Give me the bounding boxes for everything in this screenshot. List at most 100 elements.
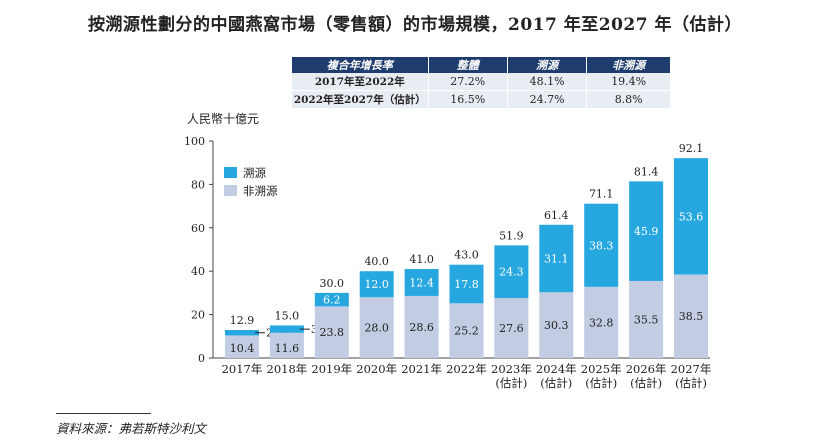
y-tick-label: 100	[184, 135, 205, 148]
bar-value-label-traceable: 31.1	[544, 253, 569, 266]
x-tick-label: 2018年	[267, 362, 308, 376]
x-tick-label-sub: (估計)	[540, 376, 572, 390]
cagr-traceable-value: 48.1%	[507, 73, 588, 91]
bar-total-label: 92.1	[679, 142, 704, 155]
chart-title: 按溯源性劃分的中國燕窩市場（零售額）的市場規模，2017 年至2027 年（估計…	[88, 15, 742, 35]
y-tick-label: 80	[191, 178, 205, 191]
bar-value-label-non-traceable: 27.6	[499, 322, 524, 335]
cagr-overall-value: 16.5%	[428, 90, 508, 109]
cagr-row-label: 2022年至2027年（估計）	[292, 90, 429, 109]
cagr-header-label: 複合年增長率	[292, 57, 429, 73]
cagr-row-label: 2017年至2022年	[292, 73, 429, 91]
y-tick-label: 40	[191, 265, 205, 278]
bar-non-traceable	[539, 292, 574, 358]
x-tick-label-sub: (估計)	[675, 376, 707, 390]
bar-traceable	[359, 271, 394, 298]
bar-total-label: 61.4	[544, 209, 569, 222]
bar-total-label: 43.0	[454, 249, 479, 262]
x-tick-label: 2017年	[222, 362, 263, 376]
x-tick-label: 2019年	[311, 362, 352, 376]
bar-value-label-non-traceable: 10.4	[230, 342, 255, 355]
legend-label-non-traceable: 非溯源	[243, 184, 278, 198]
bar-traceable	[404, 269, 439, 296]
bar-value-label-traceable: 6.2	[323, 294, 341, 307]
bar-traceable	[584, 203, 619, 287]
bar-value-label-traceable: 24.3	[499, 266, 524, 279]
cagr-traceable-value: 24.7%	[507, 90, 588, 109]
bar-traceable	[539, 224, 574, 293]
x-tick-label: 2020年	[356, 362, 397, 376]
x-tick-label-sub: (估計)	[495, 376, 527, 390]
bar-non-traceable	[674, 274, 708, 358]
bar-traceable	[674, 158, 708, 275]
x-tick-label: 2026年	[626, 362, 667, 376]
bar-traceable	[314, 292, 349, 307]
bar-non-traceable	[494, 298, 529, 358]
bar-value-label-non-traceable: 32.8	[589, 316, 614, 329]
x-tick-label-sub: (估計)	[630, 376, 662, 390]
x-tick-label: 2022年	[446, 362, 487, 376]
bar-value-label-traceable: 38.3	[589, 239, 614, 252]
bar-non-traceable	[629, 280, 664, 358]
cagr-header-non-traceable: 非溯源	[586, 57, 670, 73]
bar-total-label: 71.1	[589, 188, 614, 201]
bar-non-traceable	[269, 332, 304, 358]
bar-non-traceable	[584, 286, 619, 358]
bar-non-traceable	[359, 297, 394, 358]
bar-value-label-traceable: 12.4	[409, 276, 434, 289]
y-tick-label: 0	[198, 352, 205, 365]
bar-value-label-non-traceable: 28.0	[364, 322, 389, 335]
cagr-header-overall: 整體	[428, 57, 508, 73]
legend-swatch-non-traceable	[224, 185, 237, 196]
bar-total-label: 15.0	[275, 309, 300, 322]
bar-non-traceable	[225, 335, 259, 358]
bar-total-label: 12.9	[230, 314, 255, 327]
legend-label-traceable: 溯源	[243, 166, 266, 180]
bar-value-label-non-traceable: 30.3	[544, 319, 569, 332]
bar-traceable	[629, 181, 664, 281]
bar-value-label-non-traceable: 35.5	[634, 313, 659, 326]
bar-value-label-non-traceable: 25.2	[454, 325, 479, 338]
bar-traceable	[269, 325, 304, 333]
bar-non-traceable	[314, 306, 349, 358]
bar-value-label-traceable: 17.8	[454, 278, 479, 291]
cagr-non-traceable-value: 8.8%	[586, 90, 670, 109]
x-tick-label: 2024年	[536, 362, 577, 376]
y-axis-label: 人民幣十億元	[187, 112, 260, 126]
bar-traceable	[494, 245, 529, 299]
bar-non-traceable	[449, 303, 484, 358]
y-tick-label: 20	[191, 309, 205, 322]
x-tick-label: 2027年	[671, 362, 712, 376]
bar-value-label-traceable: 12.0	[364, 278, 389, 291]
x-tick-label: 2025年	[581, 362, 622, 376]
bar-value-label-non-traceable: 28.6	[409, 321, 434, 334]
bar-value-label-traceable: 45.9	[634, 225, 659, 238]
x-tick-label-sub: (估計)	[585, 376, 617, 390]
cagr-overall-value: 27.2%	[428, 73, 508, 91]
cagr-non-traceable-value: 19.4%	[586, 73, 670, 91]
bar-total-label: 41.0	[409, 253, 434, 266]
source-divider	[56, 413, 151, 414]
table-row: 2022年至2027年（估計） 16.5% 24.7% 8.8%	[292, 90, 670, 109]
bar-total-label: 40.0	[364, 255, 389, 268]
bar-total-label: 30.0	[320, 277, 345, 290]
source-note: 資料來源：弗若斯特沙利文	[56, 421, 207, 436]
x-tick-label: 2021年	[401, 362, 442, 376]
x-tick-label: 2023年	[491, 362, 532, 376]
bar-value-label-non-traceable: 11.6	[275, 342, 300, 355]
y-tick-label: 60	[191, 222, 205, 235]
cagr-header-traceable: 溯源	[507, 57, 588, 73]
cagr-table-header-row: 複合年增長率 整體 溯源 非溯源	[292, 57, 670, 73]
bar-traceable	[449, 264, 484, 304]
cagr-table: 複合年增長率 整體 溯源 非溯源 2017年至2022年 27.2% 48.1%…	[292, 57, 670, 109]
bar-total-label: 51.9	[499, 229, 524, 242]
bar-value-label-non-traceable: 38.5	[679, 310, 704, 323]
legend-swatch-traceable	[224, 167, 237, 178]
bar-traceable	[225, 330, 259, 336]
bar-non-traceable	[404, 295, 439, 358]
bar-value-label-traceable: 53.6	[679, 210, 704, 223]
bar-total-label: 81.4	[634, 165, 659, 178]
bar-value-label-non-traceable: 23.8	[320, 326, 345, 339]
table-row: 2017年至2022年 27.2% 48.1% 19.4%	[292, 73, 670, 91]
